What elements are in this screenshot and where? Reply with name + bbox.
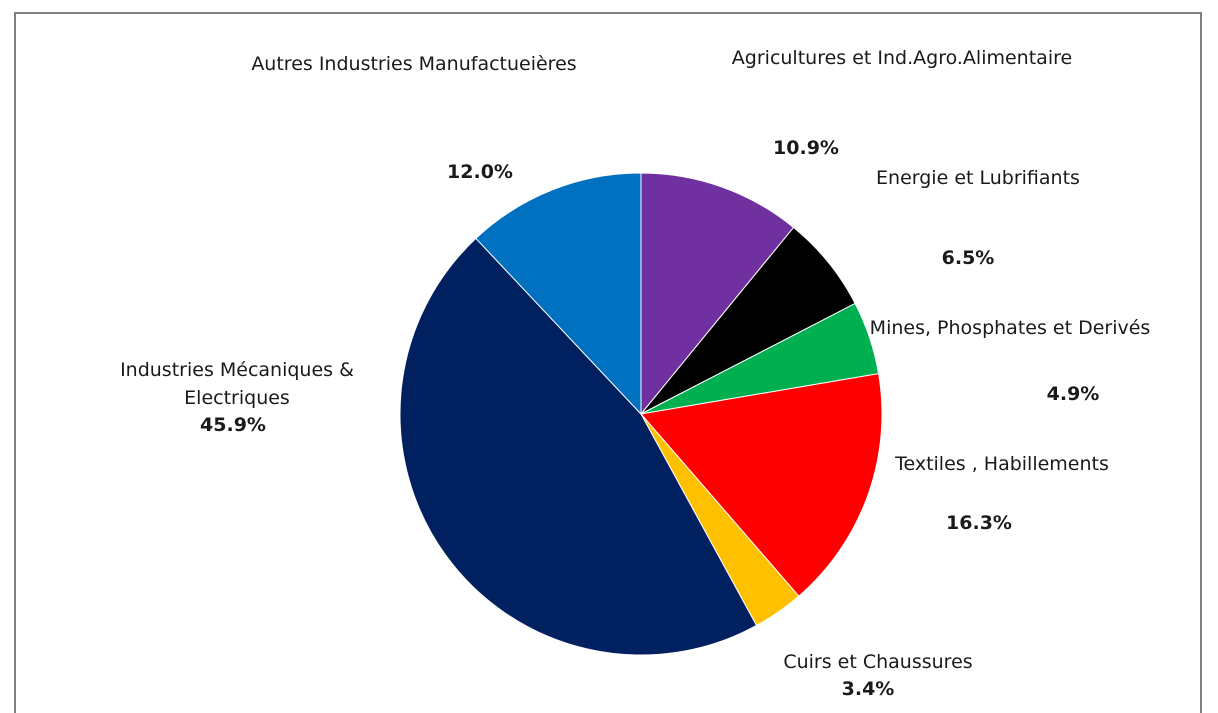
slice-name-label-5: Industries Mécaniques & Electriques: [120, 359, 354, 409]
slice-name-label-4: Cuirs et Chaussures: [783, 651, 972, 673]
pie-slice-3: [640, 373, 883, 597]
slice-value-label-5: 45.9%: [200, 414, 266, 436]
slice-value-label-3: 16.3%: [946, 512, 1012, 534]
pie-slice-0: [640, 172, 795, 416]
pie-labels: Agricultures et Ind.Agro.Alimentaire 10.9…: [120, 47, 1150, 700]
chart-frame: [14, 12, 1202, 713]
pie-slices: [399, 172, 883, 656]
pie-slice-5: [399, 237, 758, 656]
slice-name-label-2: Mines, Phosphates et Derivés: [870, 317, 1151, 339]
slice-value-label-4: 3.4%: [842, 678, 895, 700]
slice-name-label-1: Energie et Lubrifiants: [876, 167, 1080, 189]
slice-value-label-2: 4.9%: [1047, 383, 1100, 405]
slice-value-label-1: 6.5%: [942, 247, 995, 269]
slice-name-label-6: Autres Industries Manufactueières: [251, 53, 576, 75]
slice-value-label-6: 12.0%: [447, 161, 513, 183]
slice-value-label-0: 10.9%: [773, 137, 839, 159]
slice-name-label-0: Agricultures et Ind.Agro.Alimentaire: [732, 47, 1072, 69]
slice-name-label-3: Textiles , Habillements: [894, 453, 1109, 475]
pie-slice-6: [475, 172, 642, 416]
